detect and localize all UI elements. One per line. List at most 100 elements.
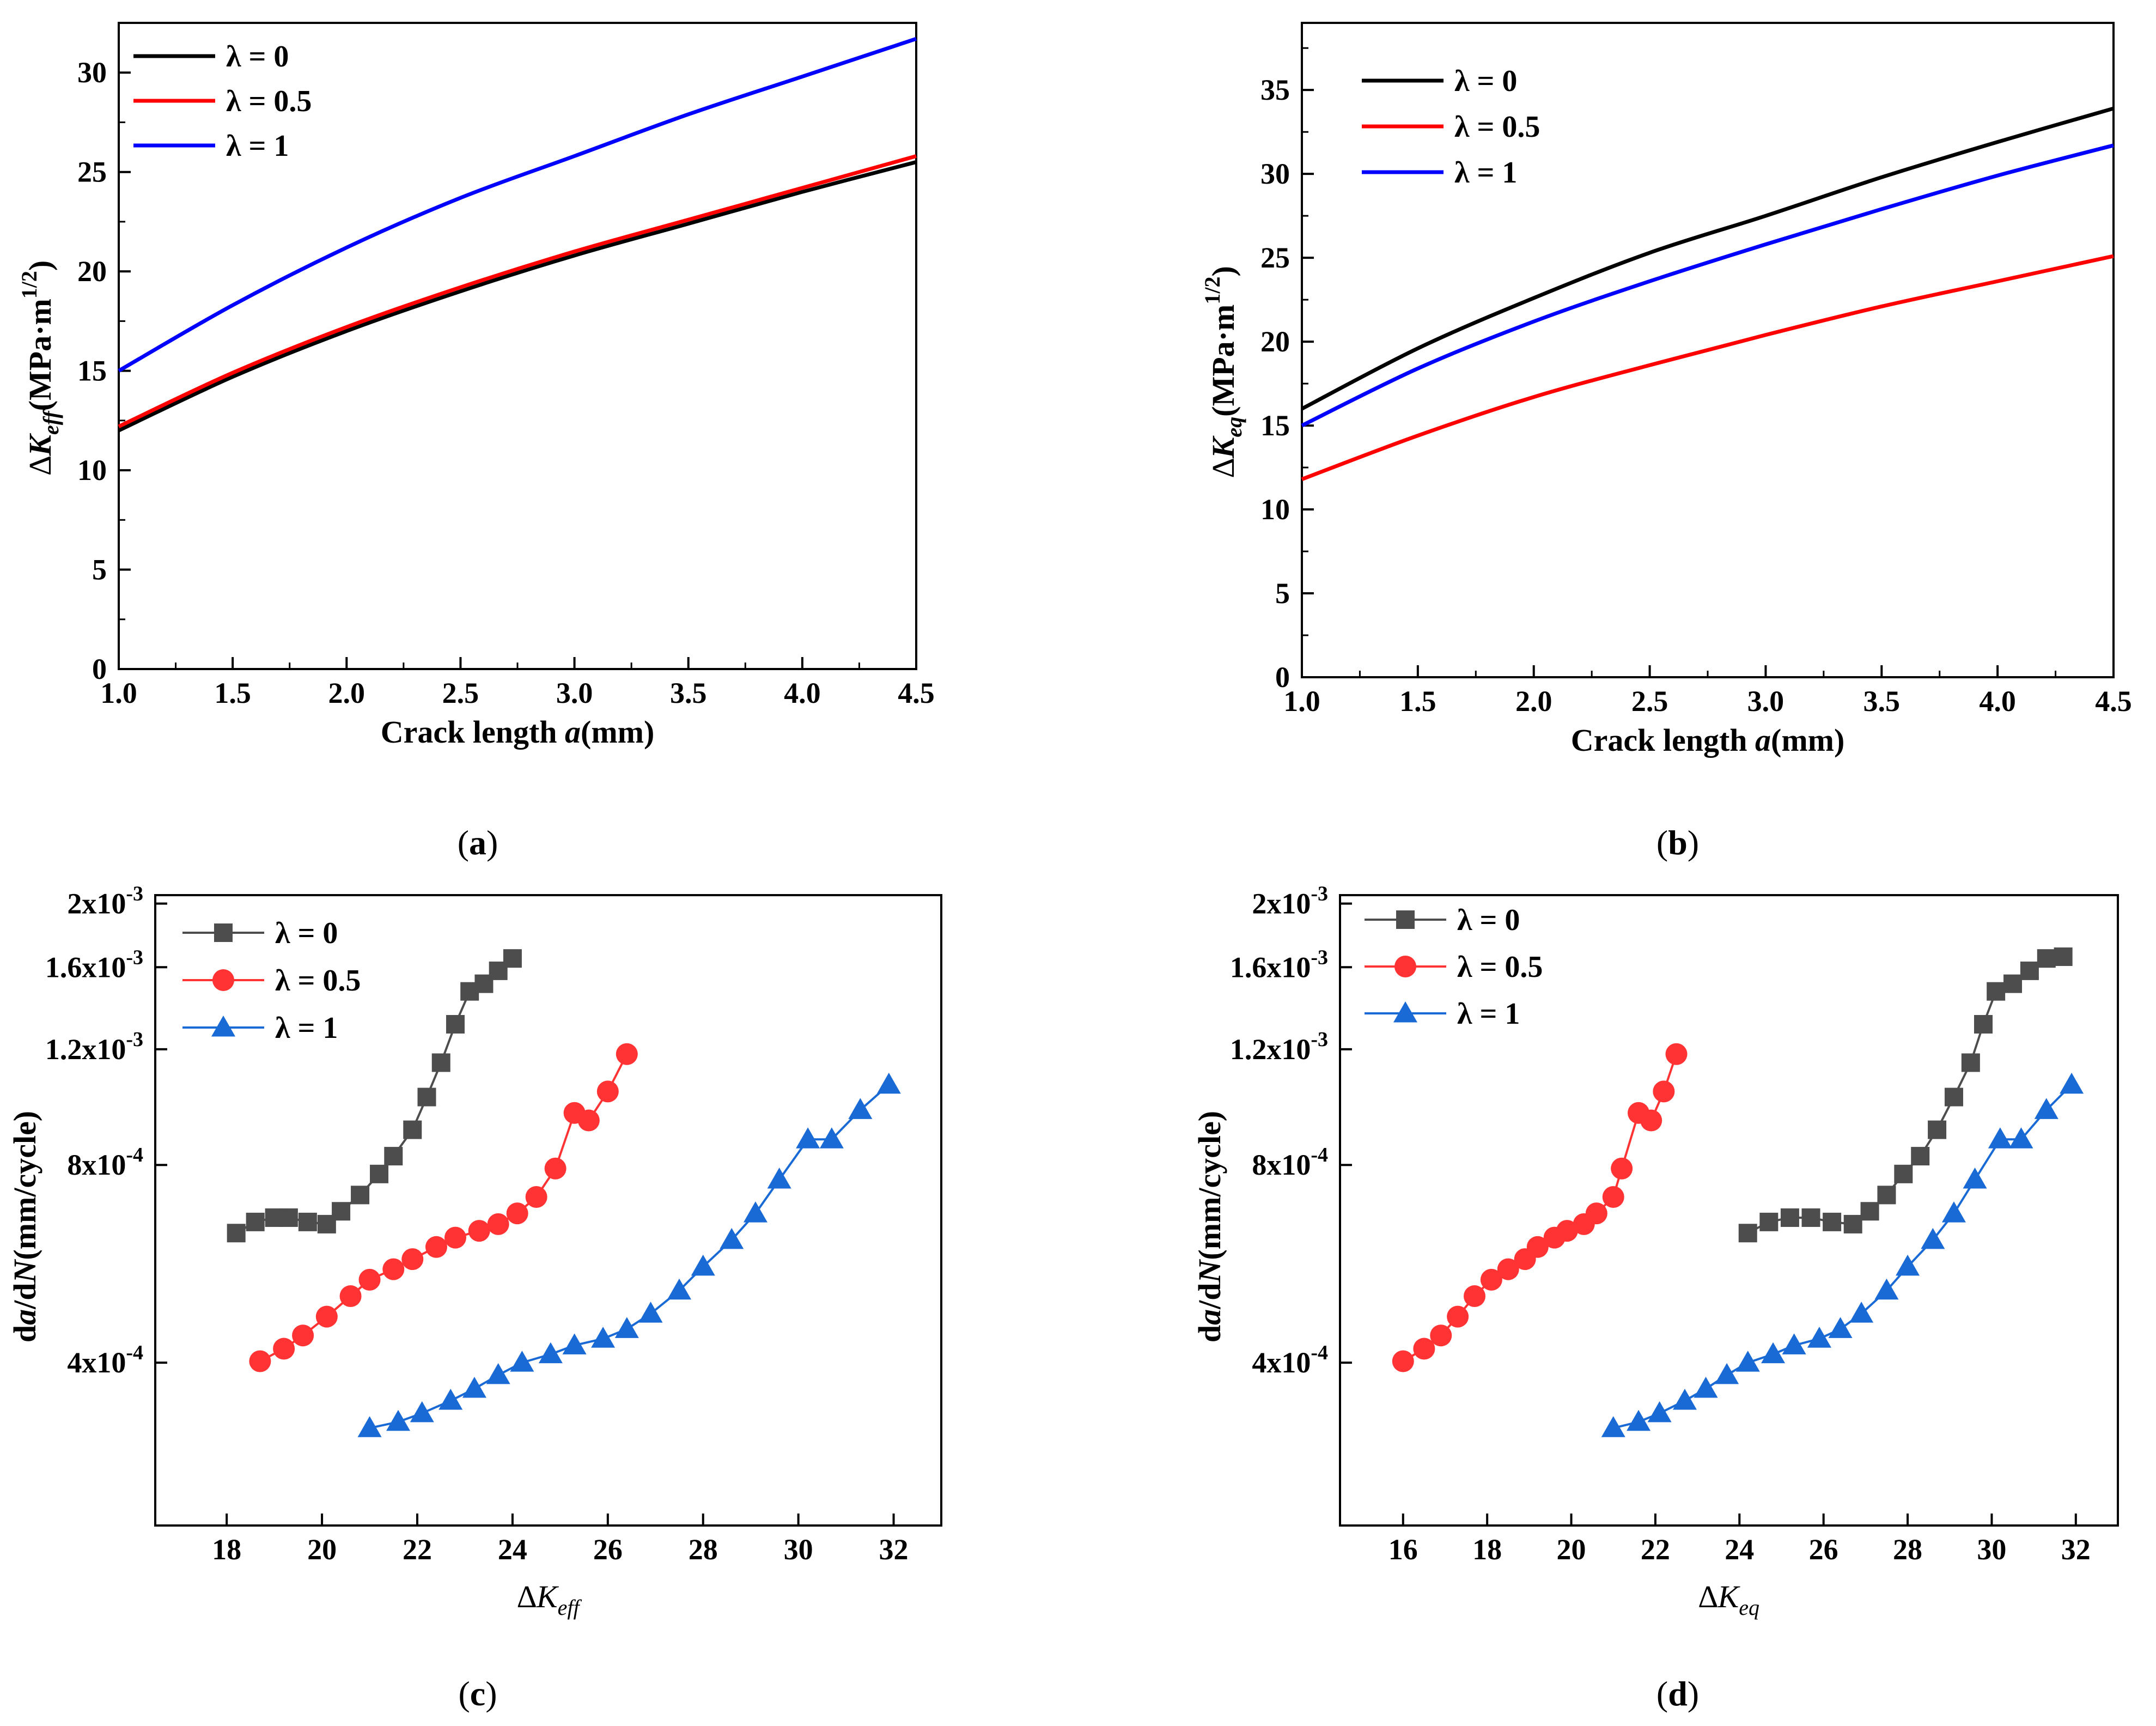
data-point-square [2054, 947, 2073, 967]
data-point-circle [1447, 1305, 1469, 1328]
plot-frame [154, 894, 942, 1527]
data-point-square [1911, 1147, 1930, 1166]
x-tick-label: 4.5 [898, 677, 935, 709]
series-line [1747, 956, 2063, 1235]
data-point-circle [339, 1285, 362, 1308]
legend-label: λ = 1 [1457, 997, 1520, 1031]
data-point-triangle [819, 1127, 844, 1148]
x-tick-label: 18 [1472, 1533, 1502, 1566]
data-point-triangle [1715, 1363, 1739, 1384]
x-tick-label: 24 [1725, 1533, 1754, 1566]
tick-mantissa: 8x10 [1252, 1148, 1311, 1181]
caption-letter: c [470, 1674, 485, 1713]
data-point-square [2020, 961, 2039, 980]
data-point-square [1738, 1224, 1757, 1243]
data-point-circle [1430, 1324, 1452, 1347]
legend-label: λ = 1 [1454, 156, 1517, 190]
tick-exponent: -4 [126, 1144, 143, 1166]
data-point-circle [525, 1186, 547, 1208]
data-point-triangle [591, 1327, 616, 1348]
data-point-circle [616, 1043, 638, 1065]
series-line [1301, 254, 2114, 481]
tick-exponent: -4 [126, 1341, 143, 1364]
data-point-square [2003, 974, 2023, 993]
y-title-unit: (mm/cycle) [7, 1111, 42, 1260]
x-tick-label: 28 [689, 1533, 718, 1566]
data-point-square [246, 1212, 265, 1231]
data-point-triangle [1761, 1342, 1786, 1364]
tick-mantissa: 4x10 [1252, 1346, 1311, 1379]
data-point-circle [444, 1226, 466, 1249]
panel-caption: (c) [458, 1674, 497, 1713]
y-tick-label: 15 [77, 355, 107, 387]
legend-label: λ = 0.5 [226, 84, 312, 118]
data-point-triangle [1963, 1168, 1987, 1189]
data-point-circle [1497, 1258, 1519, 1280]
caption-paren: ( [1656, 823, 1668, 862]
data-point-circle [1665, 1043, 1688, 1065]
legend-label: λ = 0.5 [275, 964, 361, 998]
data-point-square [1860, 1202, 1879, 1221]
legend-entry: λ = 0 [182, 916, 338, 950]
data-point-circle [577, 1109, 600, 1132]
x-tick-label: 3.5 [670, 677, 707, 709]
series-0 [118, 160, 917, 433]
y-tick-label: 2x10-3 [1252, 882, 1328, 920]
data-point-square [1987, 982, 2006, 1001]
data-point-circle [292, 1324, 314, 1347]
legend-entry: λ = 1 [182, 1011, 338, 1045]
x-tick-label: 20 [1557, 1533, 1586, 1566]
tick-mantissa: 1.2x10 [45, 1033, 126, 1066]
x-tick-label: 28 [1893, 1533, 1922, 1566]
y-title-k: K [22, 433, 58, 457]
x-title-delta: ∆ [517, 1579, 537, 1614]
tick-mantissa: 1.6x10 [45, 951, 126, 983]
y-title-sup: 1/2 [1200, 277, 1225, 305]
x-tick-label: 3.0 [556, 677, 593, 709]
panel-caption: (a) [458, 823, 498, 862]
data-point-triangle [486, 1363, 510, 1384]
data-point-triangle [2034, 1098, 2058, 1119]
legend-entry: λ = 0.5 [133, 84, 312, 118]
x-tick-label: 2.0 [1515, 685, 1552, 718]
x-title-sub: eq [1739, 1595, 1759, 1620]
data-point-triangle [1807, 1327, 1831, 1348]
y-title-n: N [7, 1259, 42, 1283]
x-title-var: a [1755, 722, 1771, 758]
data-point-circle [1464, 1285, 1486, 1308]
y-title-close: ) [1205, 266, 1241, 276]
x-title-k: K [536, 1579, 559, 1614]
series-1 [249, 1043, 638, 1372]
x-tick-label: 22 [1641, 1533, 1670, 1566]
data-point-square [1780, 1208, 1799, 1227]
series-line [259, 1053, 628, 1363]
data-point-triangle [357, 1416, 382, 1437]
data-point-circle [401, 1248, 424, 1271]
data-point-circle [468, 1220, 490, 1242]
data-point-circle [315, 1305, 338, 1328]
x-tick-label: 30 [784, 1533, 813, 1566]
y-tick-label: 8x10-4 [67, 1144, 143, 1181]
data-point-triangle [720, 1227, 744, 1249]
data-point-circle [1526, 1236, 1549, 1258]
x-tick-label: 4.5 [2095, 685, 2132, 718]
caption-letter: b [1668, 823, 1688, 862]
y-title-n: N [1192, 1259, 1227, 1283]
caption-paren: ( [458, 823, 469, 862]
x-tick-label: 1.5 [214, 677, 251, 709]
y-title-d: d [1192, 1325, 1227, 1342]
data-point-circle [1653, 1080, 1675, 1103]
data-point-triangle [1694, 1377, 1718, 1398]
data-point-triangle [1672, 1389, 1697, 1410]
data-point-circle [1585, 1202, 1607, 1225]
data-point-square [1974, 1014, 1993, 1034]
legend-label: λ = 1 [226, 129, 289, 163]
data-point-triangle [796, 1127, 820, 1148]
y-tick-label: 5 [92, 554, 107, 586]
data-point-square [1823, 1212, 1842, 1231]
data-point-triangle [691, 1254, 715, 1276]
panel-d: 16 18 20 22 24 26 28 30 324x10-48x10-41.2x10-31.… [1192, 882, 2119, 1713]
tick-exponent: -3 [1311, 1028, 1328, 1051]
y-tick-label: 4x10-4 [67, 1341, 143, 1379]
x-axis-title: Crack length a(mm) [381, 714, 655, 750]
